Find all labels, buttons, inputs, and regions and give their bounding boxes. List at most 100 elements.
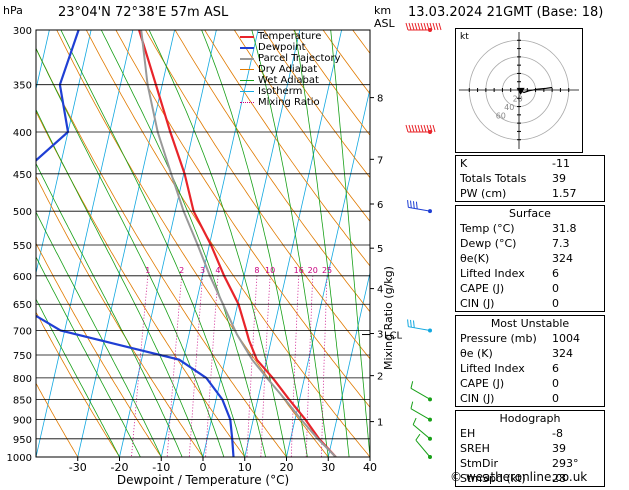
- pressure-tick-label: 700: [13, 327, 32, 338]
- wind-barb-feather: [409, 125, 411, 132]
- isotherm-line: [0, 30, 8, 457]
- wind-barb-feather: [421, 23, 423, 30]
- wind-barb-base: [429, 437, 432, 440]
- wind-barb: [411, 402, 432, 422]
- pressure-tick-label: 400: [13, 128, 32, 139]
- surface-row: θe(K)324: [456, 251, 604, 266]
- surface-row: Temp (°C)31.8: [456, 221, 604, 236]
- wind-barb-feather: [439, 23, 441, 30]
- pressure-tick-label: 750: [13, 351, 32, 362]
- pressure-tick-label: 350: [13, 81, 32, 92]
- wind-barb-feather: [424, 125, 426, 132]
- mixing-ratio-label: 4: [215, 266, 220, 275]
- wind-barb-feather: [413, 320, 414, 327]
- km-tick-label: 1: [377, 418, 383, 429]
- wind-barb-feather: [418, 23, 420, 30]
- wind-barb-feather: [408, 200, 409, 207]
- km-tick-label: 7: [377, 155, 383, 166]
- wind-barb-base: [429, 210, 432, 213]
- most-unstable-title: Most Unstable: [456, 316, 604, 331]
- wind-barb-staff: [411, 388, 430, 399]
- hodograph-unit-label: kt: [460, 32, 469, 42]
- km-label: km: [374, 4, 391, 17]
- pressure-tick-label: 1000: [7, 453, 32, 464]
- location-title: 23°04'N 72°38'E 57m ASL: [58, 5, 228, 20]
- pw-row: PW (cm)1.57: [456, 186, 604, 201]
- wind-barb-feather: [433, 23, 435, 30]
- pressure-tick-label: 300: [13, 26, 32, 37]
- mu-row: θe (K)324: [456, 346, 604, 361]
- wind-barb-feather: [411, 201, 412, 208]
- mixing-ratio-label: 1: [145, 266, 150, 275]
- legend-item: Isotherm: [240, 86, 341, 97]
- mixing-ratio-label: 3: [200, 266, 205, 275]
- wind-barb-feather: [411, 320, 412, 327]
- wind-barb: [411, 381, 432, 401]
- wind-barb-feather: [418, 125, 420, 132]
- wind-barb-base: [429, 418, 432, 421]
- dry-adiabat-line: [0, 30, 245, 457]
- wind-barb-staff: [411, 409, 430, 420]
- mixing-ratio-label: 16: [294, 266, 304, 275]
- wind-barb-feather: [421, 125, 423, 132]
- surface-box: Surface Temp (°C)31.8 Dewp (°C)7.3 θe(K)…: [455, 205, 605, 312]
- wind-barb-feather: [409, 23, 411, 30]
- mixing-ratio-label: 25: [322, 266, 332, 275]
- mixing-ratio-label: 10: [265, 266, 275, 275]
- wind-barb-feather: [415, 23, 417, 30]
- mixing-ratio-label: 2: [179, 266, 184, 275]
- wind-barb-feather: [415, 125, 417, 132]
- legend-item: Mixing Ratio: [240, 97, 341, 108]
- wind-barb-feather: [413, 418, 416, 425]
- hodograph-table-title: Hodograph: [456, 411, 604, 426]
- mixing-ratio-label: 8: [254, 266, 259, 275]
- wind-barb-staff: [408, 207, 430, 211]
- wind-barb-staff: [416, 440, 430, 457]
- legend-item: Dewpoint: [240, 42, 341, 53]
- pressure-tick-label: 450: [13, 170, 32, 181]
- wind-barb: [408, 319, 432, 332]
- copyright-footer: © weatheronline.co.uk: [450, 470, 587, 484]
- temp-tick-label: 40: [363, 461, 377, 474]
- k-index-row: K-11: [456, 156, 604, 171]
- datetime-title: 13.03.2024 21GMT (Base: 18): [408, 5, 603, 20]
- temp-tick-label: -30: [69, 461, 87, 474]
- wind-barb-feather: [412, 125, 414, 132]
- surface-row: CIN (J)0: [456, 296, 604, 311]
- km-tick-label: 5: [377, 244, 383, 255]
- surface-title: Surface: [456, 206, 604, 221]
- x-axis-label: Dewpoint / Temperature (°C): [117, 473, 289, 486]
- mu-row: CIN (J)0: [456, 391, 604, 406]
- hodo-row: EH-8: [456, 426, 604, 441]
- wind-barb-feather: [406, 125, 408, 132]
- wind-barb: [406, 125, 435, 134]
- isotherm-line: [36, 30, 133, 457]
- wind-barb-feather: [416, 202, 417, 209]
- pressure-tick-label: 600: [13, 272, 32, 283]
- pressure-tick-label: 850: [13, 395, 32, 406]
- wind-barb-feather: [427, 23, 429, 30]
- mixing-ratio-line: [167, 276, 182, 457]
- km-tick-label: 2: [377, 372, 383, 383]
- pressure-tick-label: 800: [13, 374, 32, 385]
- mixing-ratio-label: 20: [308, 266, 318, 275]
- mu-row: Pressure (mb)1004: [456, 331, 604, 346]
- km-tick-label: 8: [377, 94, 383, 105]
- km-tick-label: 6: [377, 200, 383, 211]
- wind-barb-feather: [436, 23, 438, 30]
- mu-row: CAPE (J)0: [456, 376, 604, 391]
- chart-legend: Temperature Dewpoint Parcel Trajectory D…: [240, 31, 341, 108]
- wind-barb-feather: [411, 402, 413, 409]
- wind-barb-feather: [406, 23, 408, 30]
- wind-barb-feather: [424, 23, 426, 30]
- surface-row: CAPE (J)0: [456, 281, 604, 296]
- legend-item: Wet Adiabat: [240, 75, 341, 86]
- mixing-ratio-axis-label: Mixing Ratio (g/kg): [382, 266, 395, 370]
- wind-barb-base: [429, 456, 432, 459]
